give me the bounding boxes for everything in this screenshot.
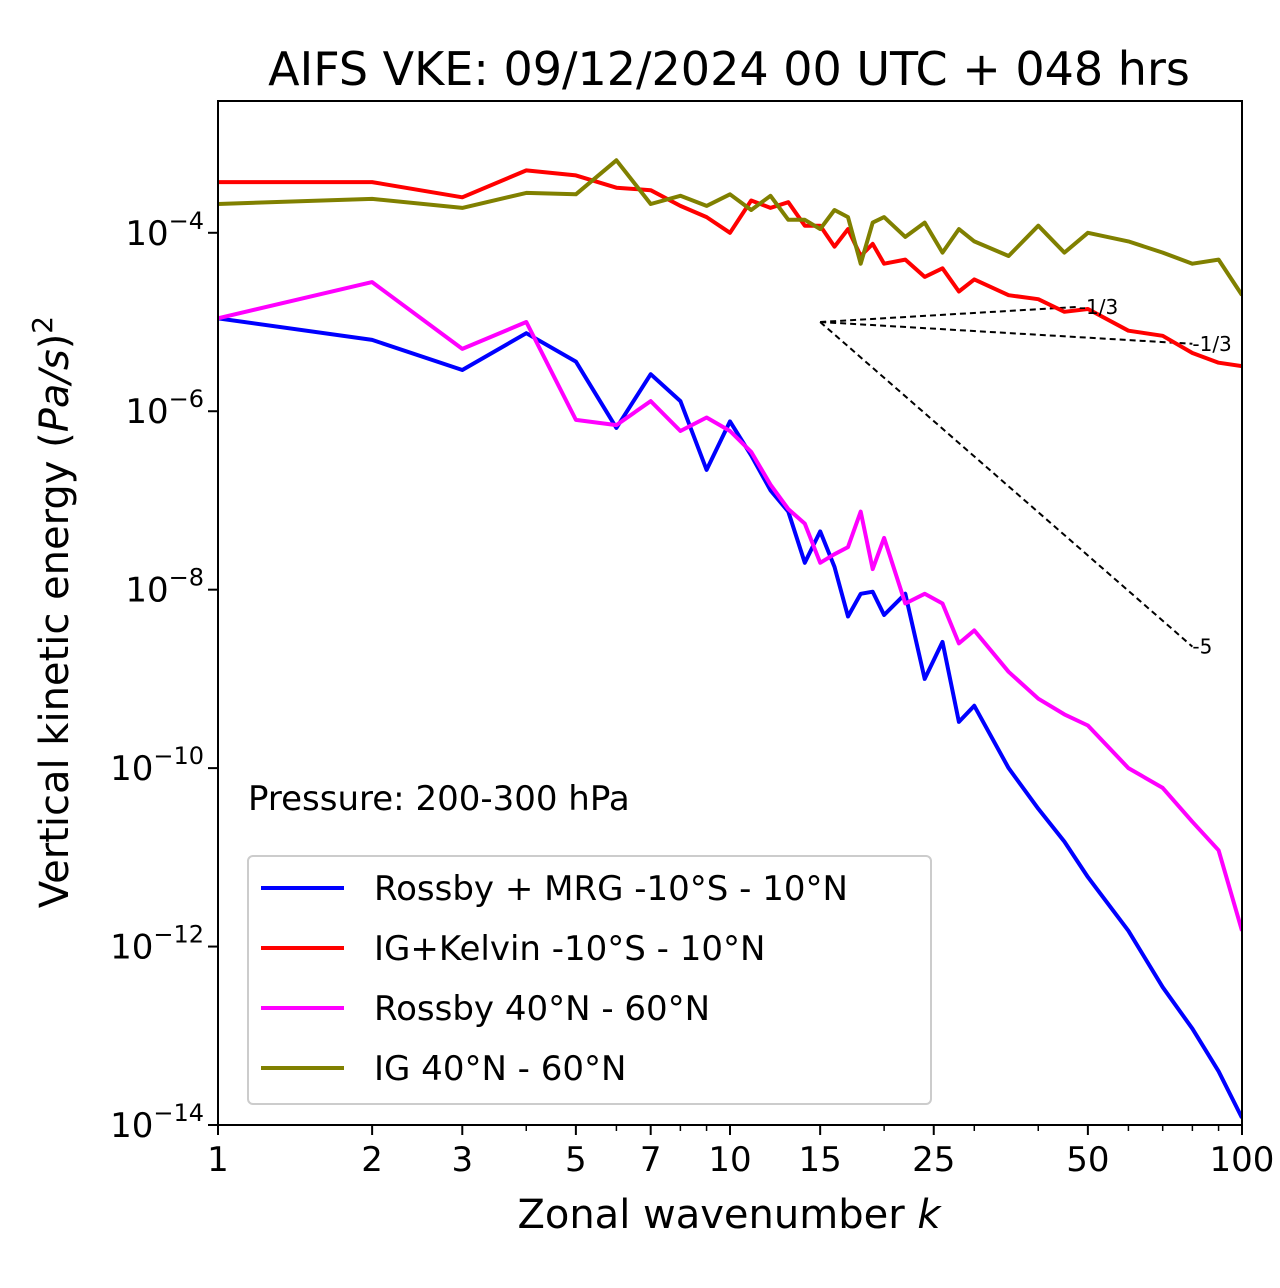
legend-label: IG 40°N - 60°N	[374, 1049, 626, 1089]
x-tick-label: 15	[799, 1140, 842, 1180]
x-tick-label: 100	[1210, 1140, 1275, 1180]
pressure-annotation: Pressure: 200-300 hPa	[248, 779, 630, 819]
x-tick-label: 2	[361, 1140, 383, 1180]
x-tick-label: 3	[451, 1140, 473, 1180]
legend-box	[247, 855, 932, 1105]
y-axis-label: Vertical kinetic energy (Pa/s)2	[26, 316, 78, 908]
chart-title: AIFS VKE: 09/12/2024 00 UTC + 048 hrs	[268, 42, 1190, 96]
legend: Rossby + MRG -10°S - 10°N IG+Kelvin -10°S…	[247, 855, 932, 1105]
x-tick-label: 7	[640, 1140, 662, 1180]
legend-label: Rossby 40°N - 60°N	[374, 989, 710, 1029]
reference-slope-label: -1/3	[1079, 295, 1118, 319]
y-tick-label: 10−8	[125, 564, 204, 611]
series-line-1	[218, 316, 1242, 1119]
reference-slope-label: -1/3	[1192, 332, 1231, 356]
x-axis: 1 2 3 5 7 10 15 25 50 100	[207, 1125, 1274, 1180]
reference-slope-labels: -1/3 -1/3 -5	[1079, 295, 1232, 659]
reference-slope-line	[820, 305, 1079, 324]
reference-slope-line	[819, 321, 1194, 648]
y-axis: 10−14 10−12 10−10 10−8 10−6 10−4	[110, 207, 218, 1146]
series-lines	[218, 158, 1242, 1119]
x-tick-label: 10	[708, 1140, 751, 1180]
x-tick-label: 25	[912, 1140, 955, 1180]
y-tick-label: 10−10	[110, 742, 204, 789]
reference-slope-lines	[819, 305, 1194, 648]
reference-slope-line	[820, 321, 1193, 345]
series-line-4	[218, 158, 1242, 297]
y-tick-label: 10−12	[110, 921, 204, 968]
series-line-3	[218, 280, 1242, 932]
x-tick-label: 1	[207, 1140, 229, 1180]
y-tick-label: 10−4	[125, 207, 204, 254]
x-tick-label: 50	[1066, 1140, 1109, 1180]
y-tick-label: 10−6	[125, 385, 204, 432]
x-axis-label: Zonal wavenumber k	[517, 1192, 942, 1238]
x-tick-label: 5	[565, 1140, 587, 1180]
legend-label: IG+Kelvin -10°S - 10°N	[374, 929, 765, 969]
reference-slope-label: -5	[1192, 635, 1212, 659]
y-tick-label: 10−14	[110, 1099, 204, 1146]
legend-label: Rossby + MRG -10°S - 10°N	[374, 869, 848, 909]
